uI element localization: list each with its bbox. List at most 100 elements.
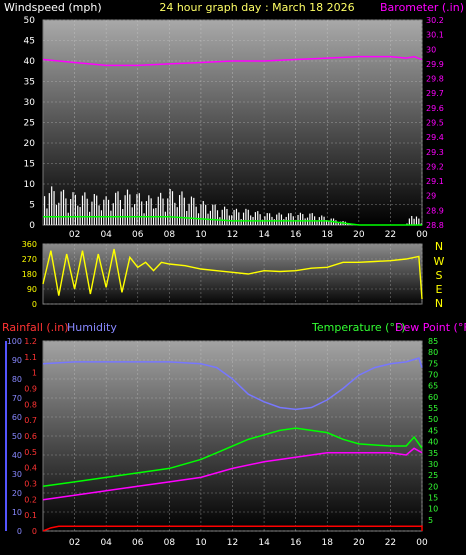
dew-point-line [42, 447, 423, 501]
wind-y-tick-label: 5 [29, 201, 35, 211]
baro-y-tick-label: 29.8 [426, 75, 444, 84]
wind-x-tick-label: 20 [353, 230, 365, 240]
temp-y-tick-label: 50 [428, 415, 438, 424]
temp-y-tick-label: 85 [428, 337, 438, 346]
lower-x-tick-label: 22 [385, 538, 396, 548]
baro-y-tick-label: 29.6 [426, 104, 444, 113]
rainfall-line [42, 525, 423, 532]
humidity-line [42, 357, 423, 411]
rain-y-tick-label: 0.4 [24, 464, 37, 473]
graph-title: 24 hour graph day : March 18 2026 [159, 1, 354, 14]
lower-x-tick-label: 04 [100, 538, 112, 548]
humidity-y-tick-label: 100 [7, 337, 22, 346]
baro-y-tick-label: 30.1 [426, 31, 444, 40]
wind-x-tick-label: 06 [132, 230, 144, 240]
humidity-y-tick-label: 30 [12, 470, 22, 479]
temp-y-tick-label: 5 [428, 516, 433, 525]
chart-marks: 0510152025303540455028.828.92929.129.229… [7, 16, 444, 548]
lower-x-tick-label: 10 [195, 538, 207, 548]
direction-y-tick-label: 270 [22, 255, 37, 264]
humidity-y-tick-label: 80 [12, 375, 22, 384]
wind-x-tick-label: 04 [100, 230, 112, 240]
wind-y-tick-label: 45 [24, 37, 35, 47]
baro-y-tick-label: 29.2 [426, 162, 444, 171]
compass-w: W [434, 255, 445, 268]
temp-y-tick-label: 25 [428, 471, 438, 480]
wind-y-tick-label: 25 [24, 119, 35, 129]
wind-x-tick-label: 12 [227, 230, 238, 240]
lower-x-tick-label: 18 [322, 538, 334, 548]
baro-y-tick-label: 29.3 [426, 148, 444, 157]
wind-y-tick-label: 35 [24, 78, 35, 88]
baro-y-tick-label: 29.7 [426, 89, 444, 98]
compass-n-bottom: N [435, 297, 443, 310]
lower-x-tick-label: 16 [290, 538, 302, 548]
wind-y-tick-label: 20 [24, 139, 36, 149]
humidity-y-tick-label: 0 [17, 527, 22, 536]
humidity-y-tick-label: 90 [12, 356, 22, 365]
lower-x-tick-label: 14 [258, 538, 270, 548]
wind-y-tick-label: 0 [29, 221, 35, 231]
compass-e: E [436, 283, 443, 296]
wind-x-tick-label: 08 [164, 230, 176, 240]
dew-point-axis-title: Dew Point (°F) [395, 321, 466, 334]
wind-x-tick-label: 16 [290, 230, 302, 240]
rain-y-tick-label: 1 [32, 369, 37, 378]
humidity-y-tick-label: 60 [12, 413, 22, 422]
rain-y-tick-label: 0.1 [24, 511, 37, 520]
temperature-line [42, 427, 423, 488]
temp-y-tick-label: 75 [428, 359, 438, 368]
lower-x-tick-label: 02 [69, 538, 80, 548]
direction-y-tick-label: 360 [22, 240, 37, 249]
barometer-line [42, 55, 423, 67]
compass-n-top: N [435, 240, 443, 253]
compass-s: S [436, 269, 443, 282]
windspeed-axis-title: Windspeed (mph) [4, 1, 102, 14]
temp-y-tick-label: 70 [428, 371, 438, 380]
rain-y-tick-label: 1.2 [24, 337, 37, 346]
lower-x-tick-label: 00 [416, 538, 428, 548]
humidity-y-tick-label: 20 [12, 489, 22, 498]
wind-direction-line [42, 248, 423, 300]
wind-y-tick-label: 30 [24, 98, 36, 108]
baro-y-tick-label: 28.8 [426, 221, 444, 230]
temp-y-tick-label: 65 [428, 382, 438, 391]
wind-y-tick-label: 10 [24, 180, 36, 190]
wind-x-tick-label: 22 [385, 230, 396, 240]
direction-y-tick-label: 0 [32, 300, 37, 309]
baro-y-tick-label: 30.2 [426, 16, 444, 25]
wind-x-tick-label: 00 [416, 230, 428, 240]
direction-y-tick-label: 180 [22, 270, 37, 279]
direction-y-tick-label: 90 [27, 285, 37, 294]
barometer-axis-title: Barometer (.in) [380, 1, 464, 14]
wind-x-tick-label: 18 [322, 230, 334, 240]
baro-y-tick-label: 28.9 [426, 206, 444, 215]
baro-y-tick-label: 29.1 [426, 177, 444, 186]
wind-y-tick-label: 50 [24, 16, 36, 26]
rain-y-tick-label: 0.5 [24, 448, 37, 457]
rain-y-tick-label: 0.8 [24, 400, 37, 409]
lower-x-tick-label: 06 [132, 538, 144, 548]
temp-y-tick-label: 20 [428, 482, 438, 491]
average-wind-line [43, 216, 422, 226]
temp-y-tick-label: 45 [428, 426, 438, 435]
temp-y-tick-label: 35 [428, 449, 438, 458]
rain-y-tick-label: 0.2 [24, 495, 37, 504]
rain-y-tick-label: 0.3 [24, 480, 37, 489]
temp-y-tick-label: 60 [428, 393, 438, 402]
rain-y-tick-label: 0 [32, 527, 37, 536]
temp-y-tick-label: 15 [428, 493, 438, 502]
lower-x-tick-label: 20 [353, 538, 365, 548]
wind-x-tick-label: 14 [258, 230, 270, 240]
wind-x-tick-label: 02 [69, 230, 80, 240]
wind-y-tick-label: 15 [24, 160, 35, 170]
temp-y-tick-label: 80 [428, 348, 438, 357]
rain-y-tick-label: 0.9 [24, 385, 37, 394]
temp-y-tick-label: 40 [428, 438, 438, 447]
temperature-axis-title: Temperature (°F) [311, 321, 406, 334]
baro-y-tick-label: 29 [426, 192, 436, 201]
rain-y-tick-label: 1.1 [24, 353, 37, 362]
rainfall-axis-title: Rainfall (.in) [2, 321, 69, 334]
